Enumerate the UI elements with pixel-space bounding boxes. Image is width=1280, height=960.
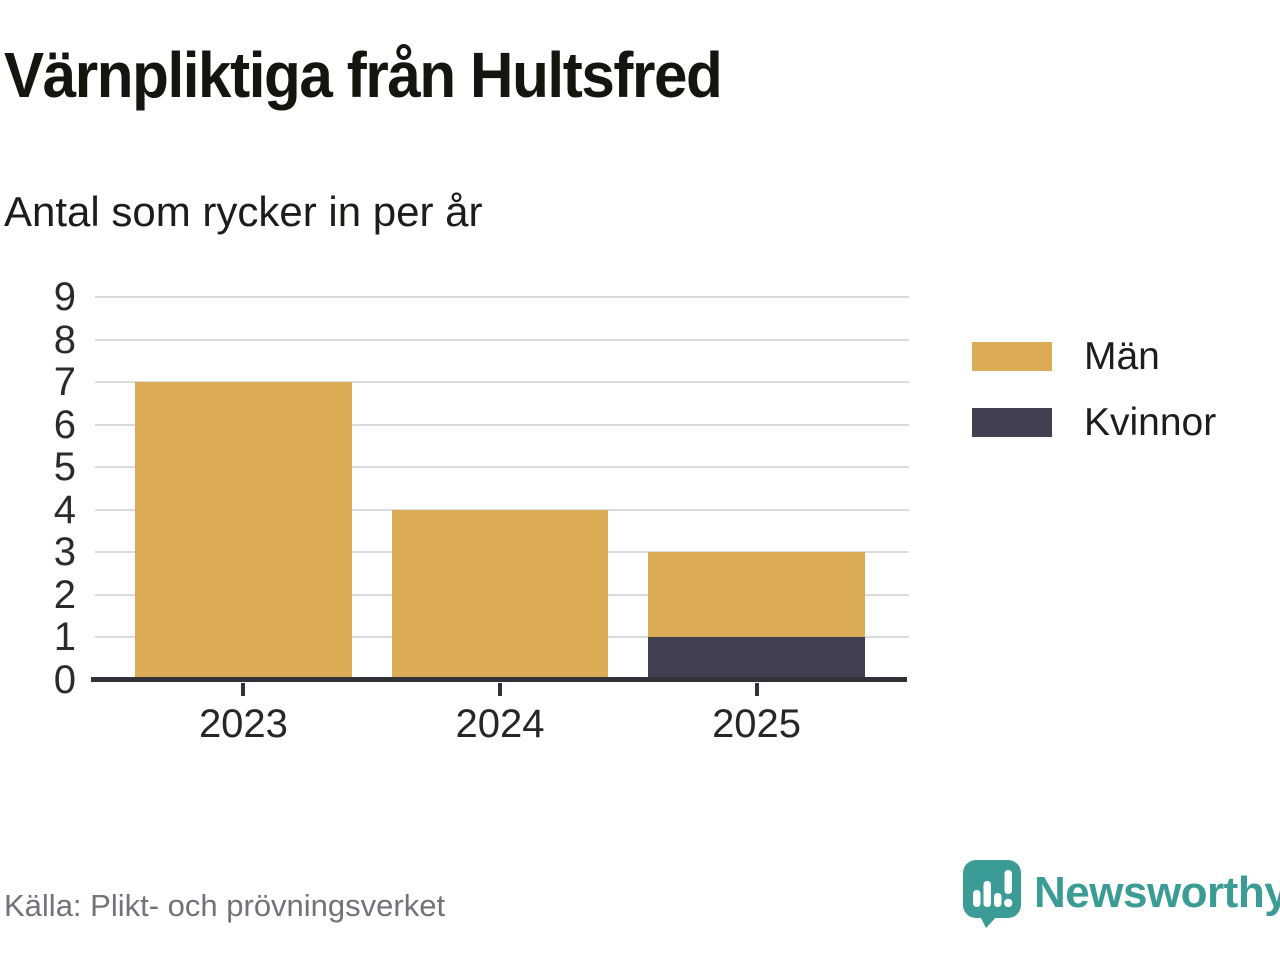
gridline-y-8 — [95, 338, 909, 341]
y-tick-label-2: 2 — [53, 572, 76, 617]
brand-footer: Newsworthy — [962, 858, 1280, 928]
x-tick-2025 — [648, 683, 864, 696]
x-axis-line — [91, 677, 907, 682]
bar-group — [95, 297, 905, 680]
source-caption: Källa: Plikt- och prövningsverket — [4, 888, 446, 923]
legend-swatch-men — [972, 342, 1052, 371]
bar-segment-män-2023 — [135, 382, 352, 680]
legend-label-women: Kvinnor — [1084, 401, 1217, 444]
gridline-y-9 — [95, 296, 909, 298]
y-tick-label-9: 9 — [53, 275, 76, 319]
x-tick-label-2024: 2024 — [455, 702, 545, 746]
x-tick-mark-2024 — [497, 683, 502, 696]
gridline-y-6 — [95, 423, 909, 426]
chart-title-text: Värnpliktiga från Hultsfred — [4, 39, 723, 111]
bar-segment-män-2024 — [391, 509, 609, 680]
legend-label-men: Män — [1084, 335, 1160, 378]
gridline-y-7 — [95, 381, 909, 384]
bar-segment-män-2025 — [648, 552, 865, 638]
legend-swatch-women — [972, 408, 1052, 437]
chart-title: Värnpliktiga från Hultsfred — [4, 38, 723, 112]
legend-item-men: Män — [972, 337, 1216, 376]
y-tick-label-4: 4 — [53, 487, 76, 532]
x-tick-mark-2023 — [241, 683, 246, 696]
x-tick-2024 — [392, 683, 608, 696]
bar-2025 — [648, 297, 865, 680]
bar-2023 — [135, 297, 352, 680]
x-tick-2023 — [135, 683, 351, 696]
x-axis-labels: 2023 2024 2025 — [95, 702, 905, 747]
brand-name: Newsworthy — [1034, 868, 1280, 917]
y-tick-label-0: 0 — [53, 658, 76, 702]
y-tick-label-5: 5 — [53, 445, 76, 490]
bar-2024 — [391, 297, 609, 680]
x-tick-label-2025: 2025 — [712, 702, 802, 746]
y-tick-label-7: 7 — [53, 360, 76, 405]
newsworthy-logo-icon — [963, 860, 1021, 928]
y-tick-label-1: 1 — [53, 615, 76, 660]
legend-item-women: Kvinnor — [972, 403, 1216, 442]
bar-segment-kvinnor-2025 — [648, 637, 865, 680]
plot-area — [91, 296, 909, 682]
gridline-y-5 — [95, 466, 909, 469]
legend: Män Kvinnor — [972, 337, 1216, 442]
x-tick-label-2023: 2023 — [198, 702, 288, 746]
x-axis-ticks — [95, 683, 905, 696]
y-tick-label-8: 8 — [53, 317, 76, 362]
y-tick-label-3: 3 — [53, 530, 76, 575]
x-tick-mark-2025 — [754, 683, 759, 696]
chart-subtitle: Antal som rycker in per år — [4, 188, 483, 235]
y-tick-label-6: 6 — [53, 402, 76, 447]
